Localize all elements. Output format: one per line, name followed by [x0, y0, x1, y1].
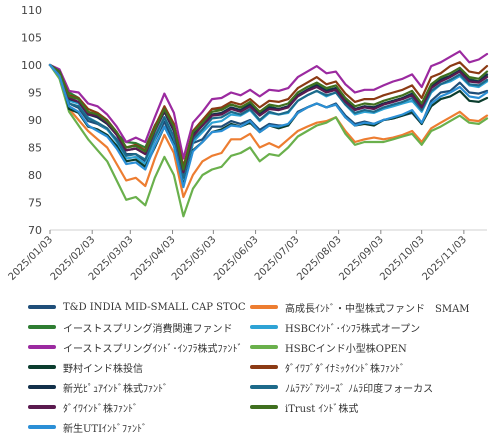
legend-item: 新光ﾋﾟｭｱｲﾝﾄﾞ株式ﾌｧﾝﾄﾞ: [28, 378, 168, 396]
legend-swatch: [250, 405, 278, 409]
legend-label: 新生UTIｲﾝﾄﾞﾌｧﾝﾄﾞ: [63, 423, 148, 435]
legend-label: HSBCｲﾝﾄﾞ･ｲﾝﾌﾗ株式オープン: [285, 323, 421, 335]
legend-label: T&D INDIA MID-SMALL CAP STOC: [63, 301, 246, 313]
y-tick-label: 110: [21, 4, 42, 17]
legend-swatch: [28, 385, 56, 389]
legend-item: T&D INDIA MID-SMALL CAP STOC: [28, 298, 246, 316]
legend-label: iTrust ｲﾝﾄﾞ株式: [285, 403, 359, 415]
y-tick-label: 80: [28, 169, 42, 182]
y-tick-label: 105: [21, 32, 42, 45]
legend-swatch: [28, 405, 56, 409]
legend-label: HSBCインド小型株OPEN: [285, 343, 407, 355]
x-tick-label: 2025/05/03: [170, 234, 219, 283]
series-lines: [48, 50, 489, 218]
legend-swatch: [250, 305, 278, 309]
series-line-5: [48, 50, 489, 160]
legend-label: ﾀﾞｲﾜﾌﾞﾀﾞｲﾅﾐｯｸｲﾝﾄﾞ株ﾌｧﾝﾄﾞ: [285, 363, 405, 375]
series-line-3: [48, 63, 489, 168]
legend-label: イーストスプリング消費関連ファンド: [63, 323, 233, 335]
legend-item: iTrust ｲﾝﾄﾞ株式: [250, 398, 358, 416]
legend-item: HSBCインド小型株OPEN: [250, 338, 407, 356]
series-line-9: [48, 63, 489, 174]
legend-swatch: [28, 325, 56, 329]
legend-swatch: [28, 345, 56, 349]
legend-swatch: [250, 325, 278, 329]
series-line-11: [48, 63, 489, 174]
legend-item: HSBCｲﾝﾄﾞ･ｲﾝﾌﾗ株式オープン: [250, 318, 420, 336]
legend-swatch: [28, 305, 56, 309]
legend-item: ﾀﾞｲﾜﾌﾞﾀﾞｲﾅﾐｯｸｲﾝﾄﾞ株ﾌｧﾝﾄﾞ: [250, 358, 405, 376]
y-tick-label: 100: [21, 59, 42, 72]
y-tick-label: 75: [28, 197, 42, 210]
legend-item: 野村インド株投信: [28, 358, 143, 376]
legend-item: 高成長ｲﾝﾄﾞ・中型株式ファンド SMAM: [250, 298, 470, 316]
axes: 7075808590951001051102025/01/032025/02/0…: [7, 4, 487, 283]
x-tick-label: 2025/01/03: [7, 234, 56, 283]
y-tick-label: 85: [28, 142, 42, 155]
legend-item: ﾉﾑﾗｱｼﾞｱｼﾘｰｽﾞ ﾉﾑﾗ印度フォーカス: [250, 378, 433, 396]
y-tick-label: 90: [28, 114, 42, 127]
legend-label: ﾉﾑﾗｱｼﾞｱｼﾘｰｽﾞ ﾉﾑﾗ印度フォーカス: [285, 383, 434, 395]
legend-swatch: [250, 385, 278, 389]
x-tick-label: 2025/11/03: [420, 234, 469, 283]
legend-label: 新光ﾋﾟｭｱｲﾝﾄﾞ株式ﾌｧﾝﾄﾞ: [63, 383, 168, 395]
series-line-13: [48, 63, 489, 189]
legend-label: ﾀﾞｲﾜｲﾝﾄﾞ株ﾌｧﾝﾄﾞ: [63, 403, 138, 415]
legend-item: イーストスプリングｲﾝﾄﾞ･ｲﾝﾌﾗ株式ﾌｧﾝﾄﾞ: [28, 338, 243, 356]
series-line-10: [48, 63, 489, 179]
series-line-2: [48, 63, 489, 199]
x-tick-label: 2025/07/03: [253, 234, 302, 283]
y-tick-label: 95: [28, 87, 42, 100]
legend-item: イーストスプリング消費関連ファンド: [28, 318, 233, 336]
x-tick-label: 2025/10/03: [378, 234, 427, 283]
series-line-12: [48, 63, 489, 171]
legend-label: イーストスプリングｲﾝﾄﾞ･ｲﾝﾌﾗ株式ﾌｧﾝﾄﾞ: [63, 343, 243, 355]
series-line-6: [48, 63, 489, 218]
legend-label: 野村インド株投信: [63, 363, 143, 375]
legend-item: ﾀﾞｲﾜｲﾝﾄﾞ株ﾌｧﾝﾄﾞ: [28, 398, 138, 416]
legend-swatch: [28, 425, 56, 429]
legend-swatch: [250, 345, 278, 349]
legend-item: 新生UTIｲﾝﾄﾞﾌｧﾝﾄﾞ: [28, 418, 147, 436]
y-tick-label: 70: [28, 224, 42, 237]
x-tick-label: 2025/08/03: [295, 234, 344, 283]
line-chart: 7075808590951001051102025/01/032025/02/0…: [7, 4, 489, 283]
legend-swatch: [28, 365, 56, 369]
legend-label: 高成長ｲﾝﾄﾞ・中型株式ファンド SMAM: [285, 303, 470, 315]
legend-swatch: [250, 365, 278, 369]
